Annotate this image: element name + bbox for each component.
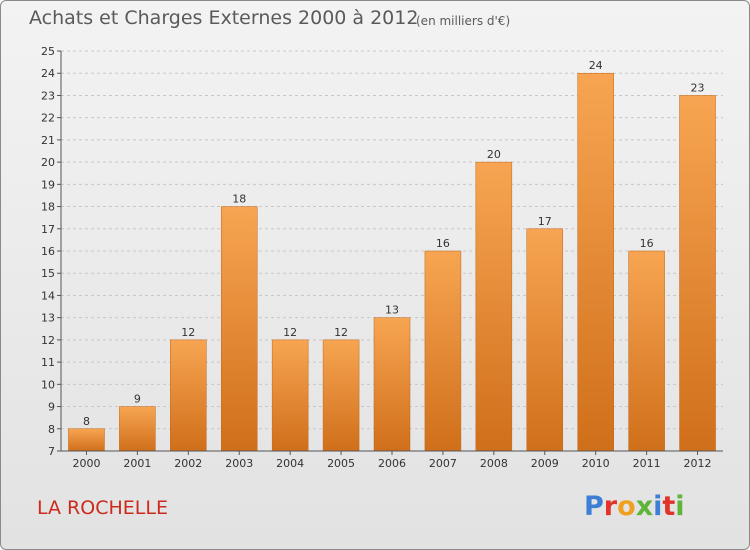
y-tick-label: 20 bbox=[41, 156, 55, 169]
value-label: 9 bbox=[134, 393, 141, 406]
bar bbox=[170, 339, 207, 452]
logo-letter: t bbox=[662, 491, 676, 522]
y-tick-label: 14 bbox=[41, 289, 55, 302]
bar bbox=[322, 339, 360, 452]
logo-letter: P bbox=[584, 491, 604, 522]
axes bbox=[57, 50, 723, 455]
logo-letter: i bbox=[675, 491, 685, 522]
x-tick-label: 2003 bbox=[225, 457, 253, 470]
y-tick-label: 7 bbox=[48, 445, 55, 458]
bar bbox=[526, 228, 564, 452]
x-tick-label: 2012 bbox=[684, 457, 712, 470]
bar bbox=[577, 72, 614, 452]
y-tick-labels: 7 8 9 10 11 12 13 14 15 16 17 18 19 20 21 22 23 24 25 bbox=[41, 45, 55, 458]
value-label: 24 bbox=[589, 59, 603, 72]
bar bbox=[679, 95, 716, 452]
y-tick-label: 13 bbox=[41, 312, 55, 325]
x-tick-label: 2005 bbox=[327, 457, 355, 470]
y-tick-label: 23 bbox=[41, 89, 55, 102]
chart-unit: (en milliers d'€) bbox=[416, 14, 511, 28]
value-label: 18 bbox=[232, 193, 246, 206]
x-tick-label: 2011 bbox=[633, 457, 661, 470]
x-tick-label: 2002 bbox=[174, 457, 202, 470]
bar bbox=[475, 161, 513, 452]
value-label: 13 bbox=[385, 304, 399, 317]
y-tick-label: 19 bbox=[41, 178, 55, 191]
value-label: 12 bbox=[181, 326, 195, 339]
value-label: 12 bbox=[283, 326, 297, 339]
value-label: 16 bbox=[640, 237, 654, 250]
y-tick-label: 10 bbox=[41, 378, 55, 391]
logo-letter: r bbox=[603, 491, 618, 522]
x-tick-label: 2008 bbox=[480, 457, 508, 470]
bar bbox=[119, 406, 156, 452]
y-tick-label: 12 bbox=[41, 334, 55, 347]
proxiti-logo[interactable]: Proxiti bbox=[584, 491, 685, 522]
y-tick-label: 11 bbox=[41, 356, 55, 369]
x-tick-label: 2006 bbox=[378, 457, 406, 470]
value-labels: 8 9 12 18 12 12 13 16 20 17 24 16 23 bbox=[83, 59, 705, 428]
bar bbox=[271, 339, 309, 452]
y-tick-label: 25 bbox=[41, 45, 55, 58]
bars bbox=[68, 72, 716, 452]
x-tick-label: 2004 bbox=[276, 457, 304, 470]
value-label: 23 bbox=[691, 81, 705, 94]
y-tick-label: 22 bbox=[41, 112, 55, 125]
y-tick-label: 15 bbox=[41, 267, 55, 280]
y-tick-label: 9 bbox=[48, 401, 55, 414]
logo-letter: o bbox=[617, 491, 636, 522]
bar bbox=[220, 206, 258, 452]
x-tick-label: 2010 bbox=[582, 457, 610, 470]
value-label: 20 bbox=[487, 148, 501, 161]
y-tick-label: 17 bbox=[41, 223, 55, 236]
logo-letter: x bbox=[635, 491, 654, 522]
bar bbox=[628, 250, 665, 452]
city-name: LA ROCHELLE bbox=[37, 497, 168, 519]
value-label: 12 bbox=[334, 326, 348, 339]
chart-title: Achats et Charges Externes 2000 à 2012 bbox=[29, 7, 419, 29]
x-tick-labels: 2000 2001 2002 2003 2004 2005 2006 2007 2008 2009… bbox=[72, 457, 711, 470]
bar bbox=[68, 428, 105, 452]
value-label: 16 bbox=[436, 237, 450, 250]
y-tick-label: 24 bbox=[41, 67, 55, 80]
y-tick-label: 21 bbox=[41, 134, 55, 147]
x-tick-label: 2007 bbox=[429, 457, 457, 470]
value-label: 17 bbox=[538, 215, 552, 228]
y-tick-label: 18 bbox=[41, 201, 55, 214]
logo-letter: i bbox=[653, 491, 663, 522]
x-tick-label: 2000 bbox=[72, 457, 100, 470]
y-tick-label: 8 bbox=[48, 423, 55, 436]
x-tick-label: 2001 bbox=[123, 457, 151, 470]
bar bbox=[373, 317, 411, 452]
bar bbox=[424, 250, 462, 452]
x-tick-label: 2009 bbox=[531, 457, 559, 470]
value-label: 8 bbox=[83, 415, 90, 428]
y-tick-label: 16 bbox=[41, 245, 55, 258]
